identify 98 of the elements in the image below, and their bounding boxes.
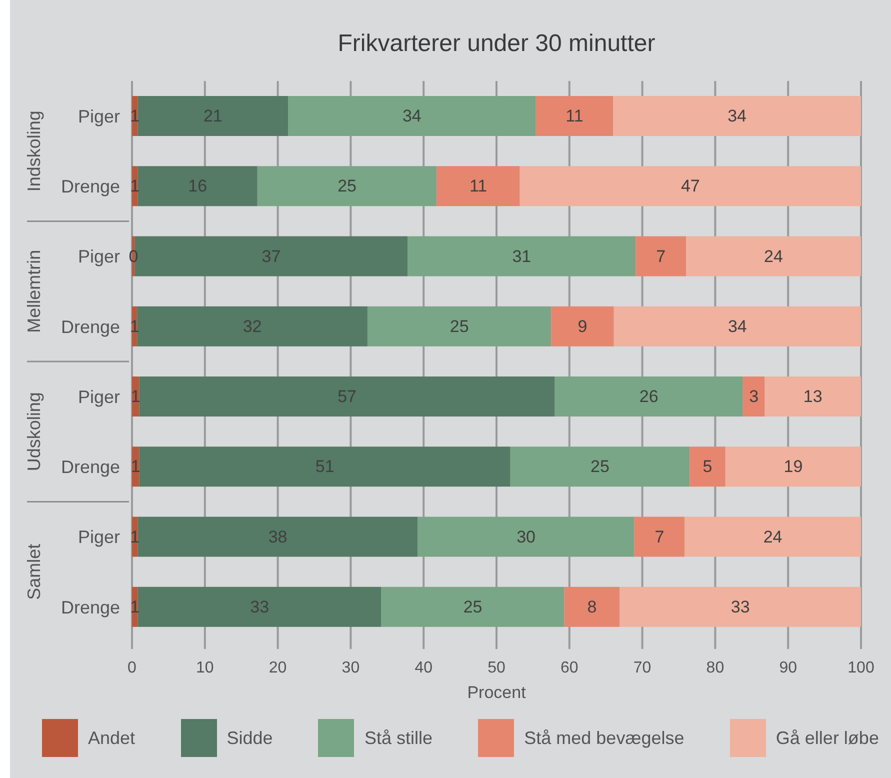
bar <box>257 166 437 206</box>
y-tick-label: Piger <box>78 527 120 548</box>
data-label: 1 <box>130 457 140 476</box>
bar <box>564 586 620 627</box>
legend-label: Stå med bevægelse <box>524 728 684 748</box>
y-tick-label: Drenge <box>60 176 120 197</box>
data-label: 13 <box>803 387 822 406</box>
bar <box>742 376 765 416</box>
data-label: 11 <box>566 106 584 126</box>
data-label: 24 <box>764 246 783 266</box>
text: Mellemtrin <box>24 250 44 333</box>
data-label: 51 <box>315 457 334 476</box>
x-tick-label: 20 <box>268 659 287 676</box>
data-label: 47 <box>680 176 700 196</box>
bar <box>636 236 686 276</box>
bar <box>138 586 382 627</box>
bar <box>684 516 861 557</box>
text: Udskoling <box>24 392 44 472</box>
bar <box>554 376 743 416</box>
legend-label: Andet <box>88 728 136 748</box>
y-tick-label: Piger <box>78 246 120 267</box>
data-label: 11 <box>469 176 488 196</box>
bar <box>132 446 140 487</box>
data-label: 5 <box>702 457 712 476</box>
bar <box>620 586 861 627</box>
x-tick-label: 40 <box>414 659 433 676</box>
y-tick-label: Drenge <box>60 457 120 478</box>
data-label: 34 <box>728 106 747 126</box>
bar <box>536 96 614 136</box>
text: Indskoling <box>24 110 44 192</box>
x-tick-label: 100 <box>848 659 874 676</box>
legend-label: Sidde <box>226 728 273 748</box>
data-label: 7 <box>654 527 664 546</box>
bar <box>690 446 726 487</box>
bar <box>551 306 614 346</box>
bar <box>418 516 634 557</box>
data-label: 25 <box>450 316 469 336</box>
y-tick-label: Piger <box>78 386 120 407</box>
data-label: 31 <box>512 246 532 266</box>
data-label: 25 <box>463 597 482 616</box>
legend-label: Stå stille <box>364 728 432 748</box>
x-tick-label: 90 <box>779 659 798 676</box>
data-label: 9 <box>578 316 588 336</box>
data-label: 19 <box>784 457 803 476</box>
data-label: 32 <box>242 316 262 336</box>
bar <box>137 306 368 346</box>
bar <box>614 306 861 346</box>
data-label: 24 <box>763 527 782 546</box>
x-tick-label: 70 <box>633 659 652 676</box>
bar <box>520 166 861 206</box>
bar <box>510 446 690 487</box>
x-tick-label: 30 <box>342 659 360 676</box>
bar <box>139 376 555 416</box>
bar <box>436 166 520 206</box>
data-label: 3 <box>749 387 759 406</box>
bar <box>132 376 140 416</box>
bar <box>288 96 536 136</box>
bar <box>138 166 258 206</box>
bar <box>408 236 636 276</box>
bar <box>634 516 685 557</box>
bar <box>613 96 861 136</box>
data-label: 57 <box>338 387 357 406</box>
y-tick-label: Drenge <box>60 316 120 337</box>
data-label: 16 <box>188 176 208 196</box>
data-label: 0 <box>128 246 138 266</box>
x-tick-label: 50 <box>488 659 506 676</box>
bar <box>764 376 861 416</box>
text: Samlet <box>24 544 44 600</box>
data-label: 34 <box>402 106 422 126</box>
data-label: 25 <box>338 176 357 196</box>
x-tick-label: 60 <box>560 659 578 676</box>
data-label: 25 <box>590 457 610 476</box>
x-tick-label: 10 <box>196 659 214 676</box>
data-label: 37 <box>262 246 281 266</box>
data-label: 30 <box>516 527 536 546</box>
bar <box>686 236 861 276</box>
bar <box>381 586 564 627</box>
data-label: 33 <box>250 597 270 616</box>
chart-title: Frikvarterer under 30 minutter <box>336 30 656 58</box>
data-label: 21 <box>203 106 222 126</box>
data-label: 8 <box>587 597 597 616</box>
data-label: 33 <box>730 597 750 616</box>
x-tick-label: 80 <box>706 659 724 676</box>
data-label: 38 <box>268 527 288 546</box>
data-label: 7 <box>656 246 666 266</box>
x-axis-title: Procent <box>467 683 526 702</box>
bar <box>138 516 418 557</box>
bar <box>138 96 288 136</box>
data-label: 26 <box>639 387 658 406</box>
data-label: 34 <box>728 316 747 336</box>
x-tick-label: 0 <box>128 659 137 676</box>
bar <box>139 446 510 487</box>
bar <box>725 446 861 487</box>
legend-label: Gå eller løbe <box>776 728 879 748</box>
y-tick-label: Piger <box>78 106 120 126</box>
bar <box>367 306 552 346</box>
y-tick-label: Drenge <box>60 597 120 618</box>
data-label: 1 <box>130 387 140 406</box>
